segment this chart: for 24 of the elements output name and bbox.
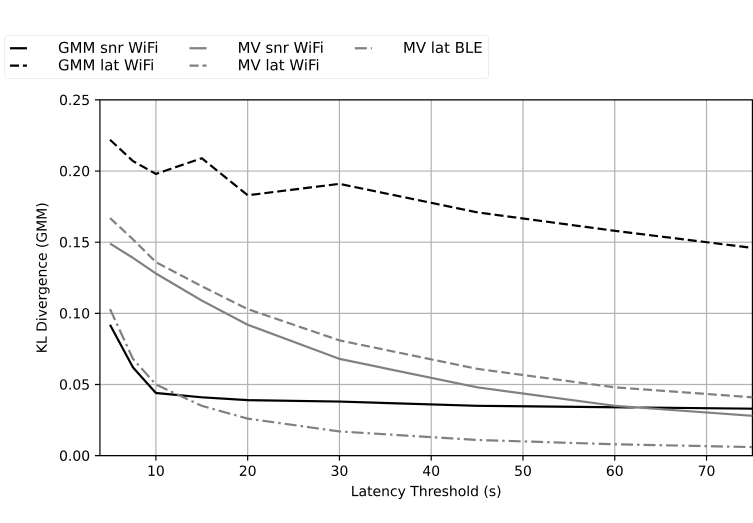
legend-label: MV snr WiFi <box>239 42 322 54</box>
legend-label: GMM lat WiFi <box>58 59 153 71</box>
x-axis-title: Latency Threshold (s) <box>352 486 500 500</box>
legend-label: MV lat WiFi <box>239 59 318 71</box>
x-tick-label: 70 <box>698 466 714 476</box>
x-tick-label: 50 <box>515 466 531 476</box>
x-tick-label: 20 <box>240 466 256 476</box>
line-series <box>108 308 752 448</box>
x-tick-label: 60 <box>606 466 623 476</box>
y-tick-label: 0.15 <box>60 237 89 248</box>
y-tick-label: 0.10 <box>60 308 90 319</box>
y-tick-label: 0.00 <box>60 450 90 462</box>
x-tick-label: 40 <box>423 466 440 476</box>
y-axis-title: KL Divergence (GMM) <box>36 204 50 352</box>
y-tick-label: 0.20 <box>60 166 90 177</box>
line-series <box>108 217 752 399</box>
y-tick-label: 0.25 <box>60 94 89 106</box>
line-series <box>108 324 752 410</box>
x-tick-label: 30 <box>332 466 348 476</box>
line-series <box>108 242 752 418</box>
legend-label: MV lat BLE <box>404 42 482 54</box>
y-tick-label: 0.05 <box>60 379 89 390</box>
legend-label: GMM snr WiFi <box>58 42 158 54</box>
x-tick-label: 10 <box>148 466 164 476</box>
